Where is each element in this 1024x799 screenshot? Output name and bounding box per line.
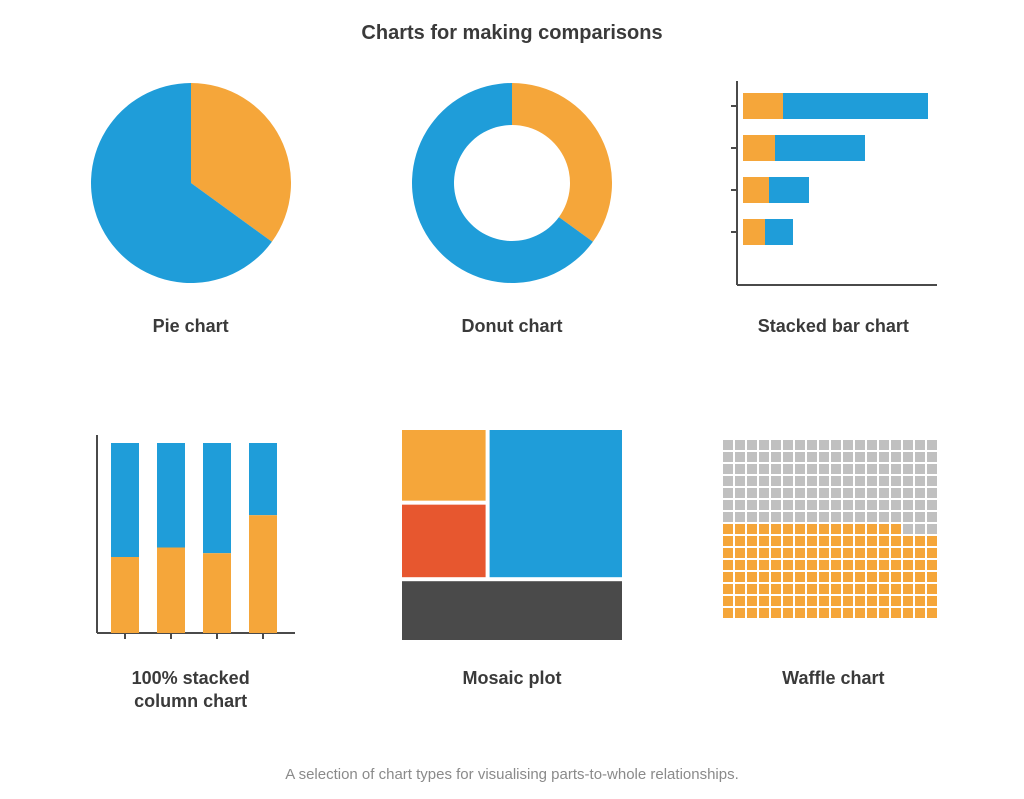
donut-label: Donut chart [461,315,562,338]
cell-mosaic: Mosaic plot [381,425,642,752]
waffle-chart [723,425,943,645]
stacked-col-label: 100% stacked column chart [132,667,250,713]
mosaic-label: Mosaic plot [462,667,561,690]
pie-label: Pie chart [153,315,229,338]
cell-stacked-col: 100% stacked column chart [60,425,321,752]
page: Charts for making comparisons Pie chart … [0,0,1024,799]
cell-donut: Donut chart [381,73,642,377]
chart-grid: Pie chart Donut chart Stacked bar chart … [60,73,964,752]
stacked-bar-chart [723,73,943,293]
cell-pie: Pie chart [60,73,321,377]
cell-waffle: Waffle chart [703,425,964,752]
mosaic-plot [402,425,622,645]
page-title: Charts for making comparisons [60,22,964,45]
caption: A selection of chart types for visualisi… [60,766,964,783]
pie-chart [81,73,301,293]
waffle-label: Waffle chart [782,667,884,690]
stacked-column-chart [81,425,301,645]
cell-stacked-bar: Stacked bar chart [703,73,964,377]
stacked-bar-label: Stacked bar chart [758,315,909,338]
donut-chart [402,73,622,293]
